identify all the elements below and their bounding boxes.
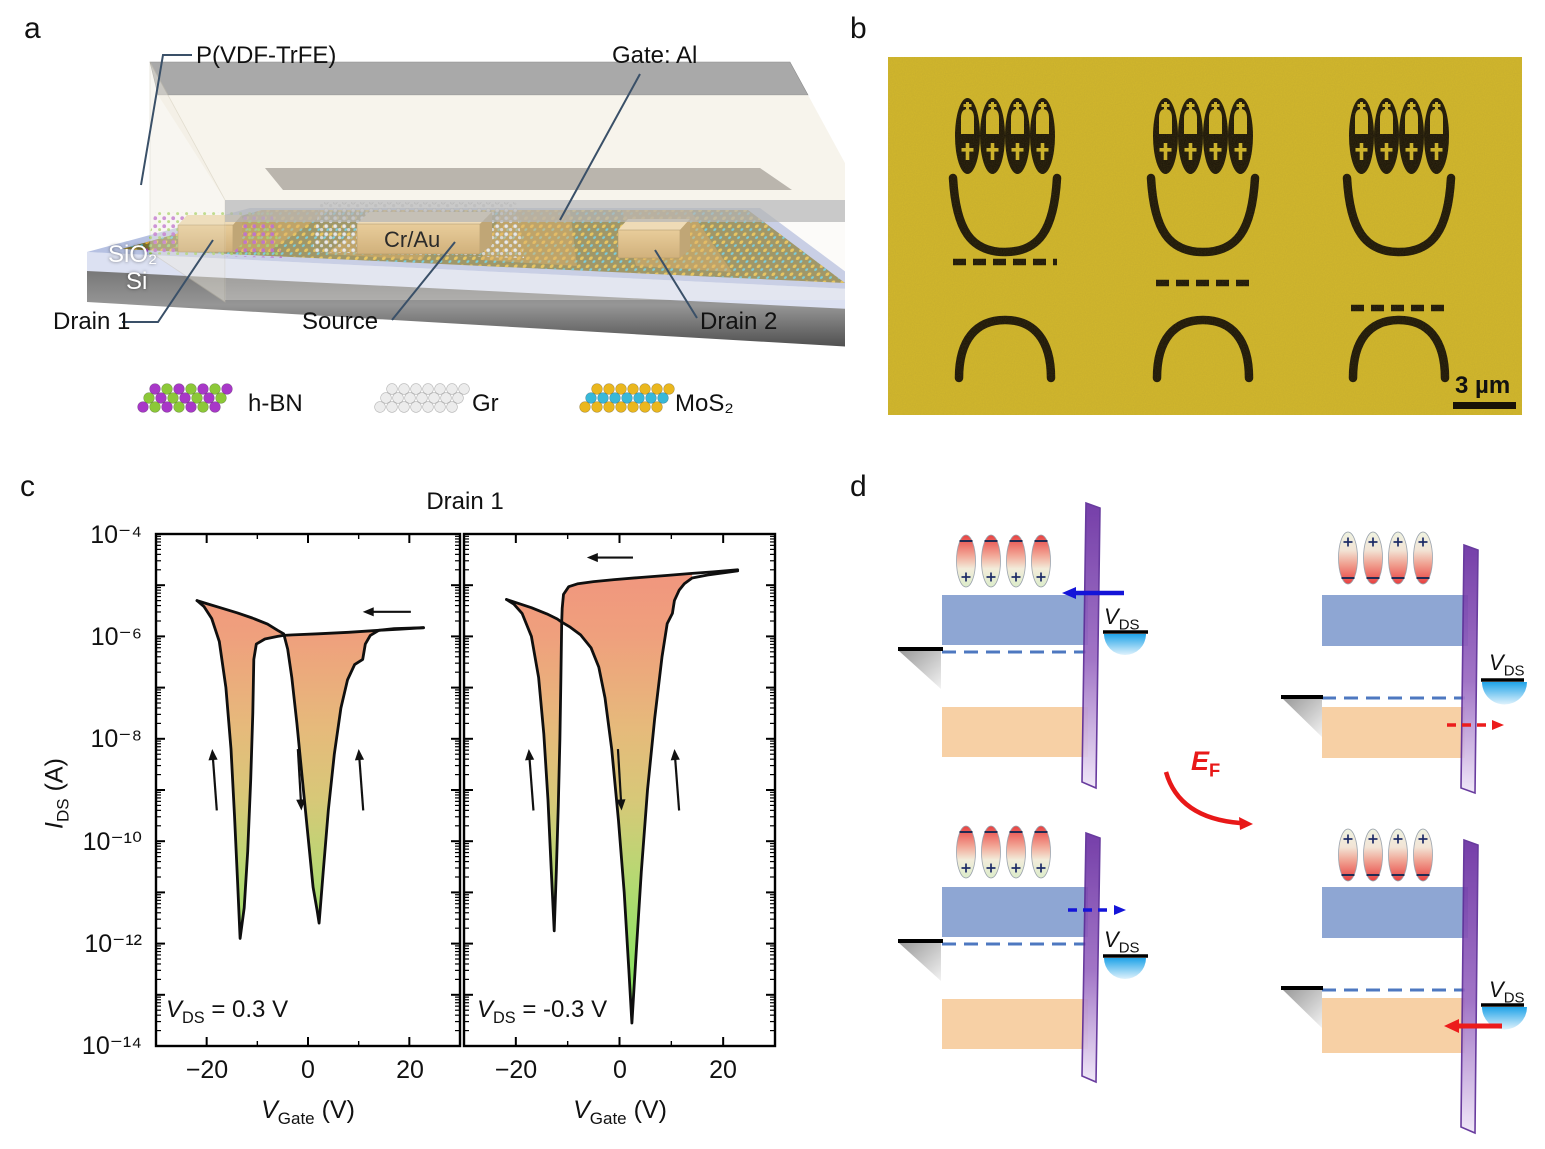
sio2-label: SiO₂ (108, 241, 158, 268)
xtick-r-0: 0 (613, 1056, 627, 1084)
vds-label-3: VDS (1104, 927, 1140, 957)
legend-mos2-label: MoS₂ (675, 390, 734, 417)
valence-band (942, 707, 1088, 757)
transfer-curves-plot (154, 532, 777, 1048)
vds-annotation-right: VDS = -0.3 V (477, 996, 608, 1027)
source-label: Source (302, 308, 379, 335)
drain1-label: Drain 1 (53, 308, 131, 335)
ytick-1e-14: 10⁻¹⁴ (81, 1032, 142, 1060)
contact-triangle (1283, 990, 1322, 1028)
ferroelectric-plane (1460, 838, 1479, 1135)
mos2-legend-swatch (579, 383, 675, 413)
scale-bar (1453, 402, 1516, 409)
ytick-1e-4: 10⁻⁴ (90, 521, 142, 549)
valence-band (1322, 998, 1465, 1053)
drain2-label: Drain 2 (700, 308, 778, 335)
conduction-band (942, 887, 1088, 937)
panel-b-label: b (850, 12, 867, 45)
gr-legend-swatch (374, 383, 470, 413)
valence-band (942, 999, 1088, 1049)
gate-al-label: Gate: Al (612, 42, 698, 69)
sio2-front-face (87, 252, 845, 309)
al-gate-strip (265, 168, 792, 190)
xtick-l-20: 20 (396, 1056, 424, 1084)
leader-lines (122, 54, 698, 323)
vds-label-1: VDS (1104, 604, 1140, 634)
ef-rotation-arrow (1163, 771, 1241, 826)
band-diagram-hole-accumulation-right (1281, 838, 1527, 1135)
ferroelectric-plane (1081, 501, 1101, 790)
xtick-l-0: 0 (301, 1056, 315, 1084)
xlabel-right: VGate (V) (573, 1096, 667, 1128)
conduction-band (1322, 595, 1468, 646)
scale-bar-label: 3 µm (1455, 372, 1511, 399)
plot-title: Drain 1 (426, 488, 504, 515)
hbn-legend-swatch (137, 383, 233, 413)
ytick-1e-6: 10⁻⁶ (90, 623, 142, 651)
panel-c-label: c (20, 470, 35, 503)
drain1-electrode (177, 215, 242, 253)
polarization-dipoles (956, 531, 1433, 882)
ef-label: EF (1191, 746, 1221, 781)
subplot-1 (462, 532, 777, 1048)
valence-band (1322, 707, 1465, 758)
pfm-image (888, 57, 1522, 415)
ferroelectric-plane (1081, 831, 1101, 1084)
pvdf-left-wall (149, 61, 226, 303)
conduction-band (1322, 887, 1468, 938)
drain-fermi-sea (1104, 958, 1146, 979)
ytick-1e-8: 10⁻⁸ (90, 725, 142, 753)
vds-label-2: VDS (1489, 650, 1525, 680)
band-diagram-accumulation-left (898, 501, 1148, 790)
panel-a-label: a (24, 12, 41, 45)
legend-gr-label: Gr (472, 390, 499, 417)
pfm-noise (888, 57, 1522, 415)
ytick-1e-12: 10⁻¹² (84, 930, 142, 958)
drain-fermi-sea (1482, 682, 1527, 705)
drain-fermi-sea (1104, 634, 1146, 655)
plot-area (154, 532, 777, 1048)
xtick-r-m20: −20 (494, 1056, 538, 1084)
xlabel-left: VGate (V) (261, 1096, 355, 1128)
pvdf-front-face (225, 222, 845, 300)
xtick-l-m20: −20 (185, 1056, 229, 1084)
band-diagram-depletion-left (898, 831, 1148, 1084)
legend-hbn-label: h-BN (248, 390, 303, 417)
conduction-band (942, 595, 1088, 645)
pvdf-top-face (158, 95, 845, 200)
crau-label: Cr/Au (384, 227, 441, 252)
subplot-0 (154, 532, 462, 1048)
vds-label-4: VDS (1489, 977, 1525, 1007)
xtick-r-20: 20 (709, 1056, 737, 1084)
si-substrate (87, 270, 845, 347)
pvdf-label: P(VDF-TrFE) (196, 42, 337, 69)
vds-annotation-left: VDS = 0.3 V (166, 996, 289, 1027)
contact-triangle (899, 943, 941, 981)
ytick-1e-10: 10⁻¹⁰ (82, 828, 142, 856)
device-schematic (87, 54, 845, 413)
si-label: Si (126, 268, 148, 295)
contact-triangle (1283, 699, 1322, 737)
panel-d-label: d (850, 470, 867, 503)
ferroelectric-plane (1460, 543, 1479, 795)
contact-triangle (899, 651, 941, 689)
band-diagram-inversion-right (1281, 543, 1527, 795)
pvdf-front-edge (225, 200, 845, 222)
